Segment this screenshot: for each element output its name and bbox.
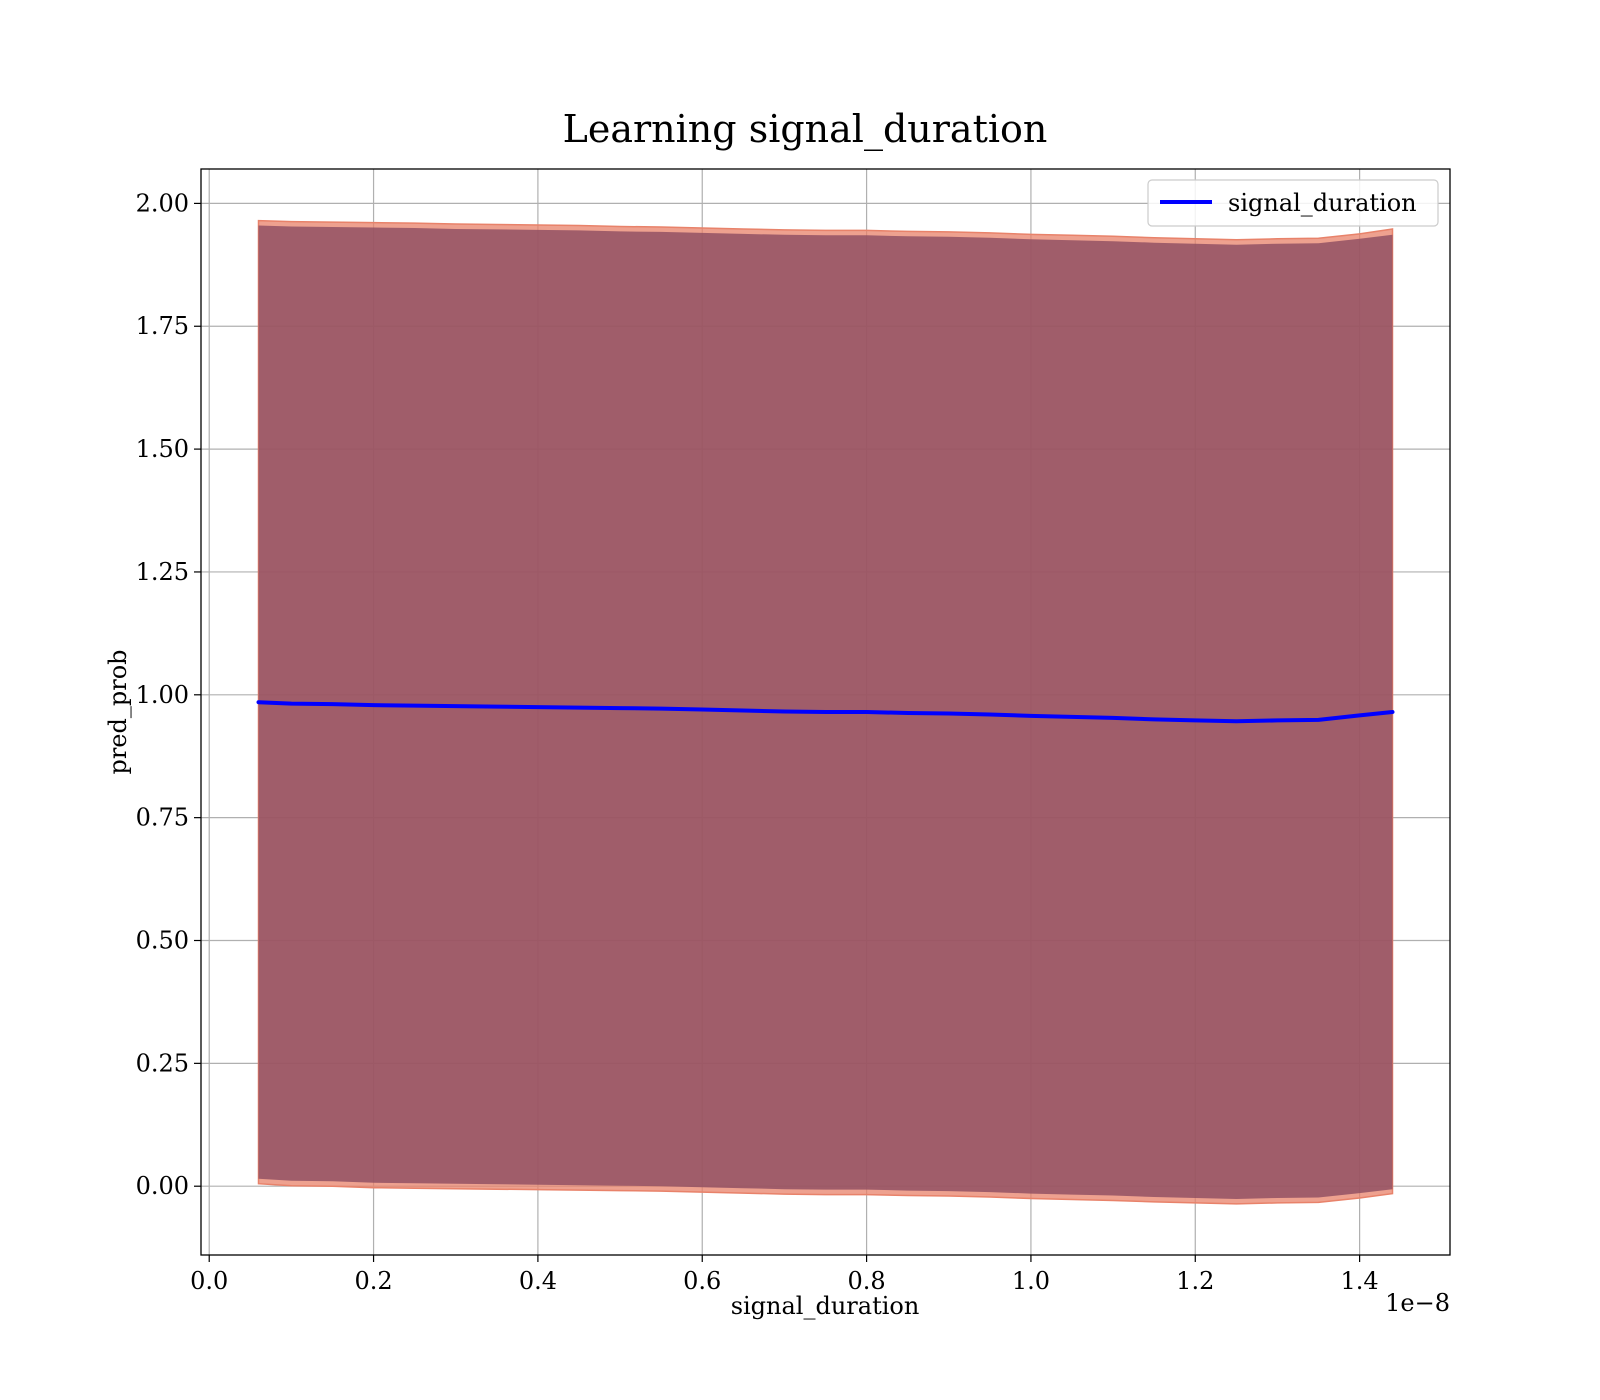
- y-tick-label: 1.25: [136, 558, 189, 586]
- x-tick-label: 0.4: [519, 1267, 557, 1295]
- y-tick-label: 2.00: [136, 189, 189, 217]
- x-tick-label: 0.0: [190, 1267, 228, 1295]
- legend: signal_duration: [1147, 179, 1439, 227]
- y-tick-label: 1.00: [136, 681, 189, 709]
- y-tick-label: 1.75: [136, 312, 189, 340]
- y-axis-label: pred_prob: [104, 649, 132, 774]
- x-axis-offset-text: 1e−8: [1385, 1289, 1450, 1317]
- y-tick-label: 0.00: [136, 1172, 189, 1200]
- x-tick-label: 1.0: [1012, 1267, 1050, 1295]
- y-axis-ticks: 0.00 0.25 0.50 0.75 1.00 1.25 1.50 1.75 2.00: [136, 189, 201, 1200]
- legend-label-signal-duration: signal_duration: [1228, 189, 1417, 217]
- plot-frame: [200, 168, 1451, 1256]
- chart-title: Learning signal_duration: [563, 107, 1048, 152]
- x-axis-label: signal_duration: [731, 1292, 920, 1320]
- x-tick-label: 0.6: [683, 1267, 721, 1295]
- x-tick-label: 0.8: [847, 1267, 885, 1295]
- y-tick-label: 0.75: [136, 804, 189, 832]
- series-line-signal-duration: [256, 700, 1395, 724]
- x-tick-label: 1.4: [1341, 1267, 1379, 1295]
- y-tick-label: 1.50: [136, 435, 189, 463]
- x-tick-label: 1.2: [1176, 1267, 1214, 1295]
- y-tick-label: 0.50: [136, 927, 189, 955]
- series-lines: [256, 700, 1395, 724]
- x-axis-ticks: 0.0 0.2 0.4 0.6 0.8 1.0 1.2 1.4: [190, 1255, 1379, 1295]
- legend-box: [1147, 179, 1439, 227]
- x-tick-label: 0.2: [354, 1267, 392, 1295]
- y-tick-label: 0.25: [136, 1049, 189, 1077]
